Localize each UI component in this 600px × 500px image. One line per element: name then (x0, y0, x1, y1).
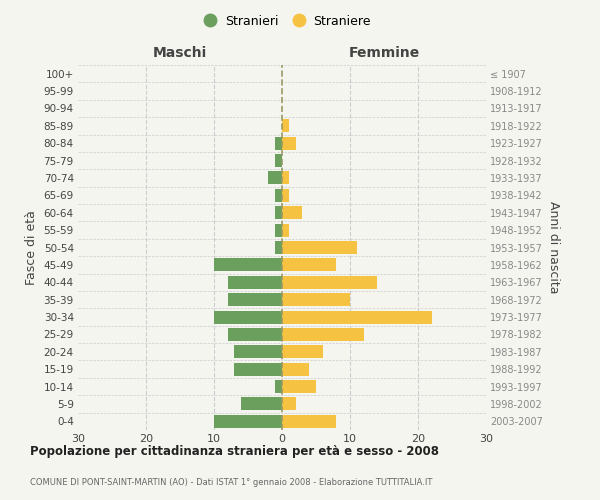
Bar (282, 380, 316, 393)
Bar (282, 241, 357, 254)
Bar (282, 172, 289, 184)
Bar (282, 258, 337, 272)
Bar (275, 189, 282, 202)
Bar (275, 206, 282, 220)
Bar (282, 310, 431, 324)
Text: Popolazione per cittadinanza straniera per età e sesso - 2008: Popolazione per cittadinanza straniera p… (30, 445, 439, 458)
Bar (282, 328, 364, 341)
Bar (282, 224, 289, 236)
Bar (275, 380, 282, 393)
Bar (275, 154, 282, 167)
Bar (282, 120, 289, 132)
Text: Femmine: Femmine (349, 46, 419, 60)
Bar (241, 398, 282, 410)
Bar (214, 415, 282, 428)
Bar (282, 189, 289, 202)
Text: Maschi: Maschi (153, 46, 207, 60)
Bar (235, 362, 282, 376)
Legend: Stranieri, Straniere: Stranieri, Straniere (201, 11, 375, 32)
Bar (268, 172, 282, 184)
Bar (282, 362, 309, 376)
Bar (227, 293, 282, 306)
Bar (282, 276, 377, 289)
Y-axis label: Fasce di età: Fasce di età (25, 210, 38, 285)
Bar (275, 241, 282, 254)
Bar (227, 328, 282, 341)
Bar (275, 224, 282, 236)
Y-axis label: Anni di nascita: Anni di nascita (547, 201, 560, 294)
Bar (282, 346, 323, 358)
Bar (282, 206, 302, 220)
Bar (227, 276, 282, 289)
Bar (282, 415, 337, 428)
Bar (214, 258, 282, 272)
Bar (235, 346, 282, 358)
Bar (275, 136, 282, 149)
Bar (214, 310, 282, 324)
Bar (282, 293, 350, 306)
Bar (282, 136, 296, 149)
Bar (282, 398, 296, 410)
Text: COMUNE DI PONT-SAINT-MARTIN (AO) - Dati ISTAT 1° gennaio 2008 - Elaborazione TUT: COMUNE DI PONT-SAINT-MARTIN (AO) - Dati … (30, 478, 433, 487)
